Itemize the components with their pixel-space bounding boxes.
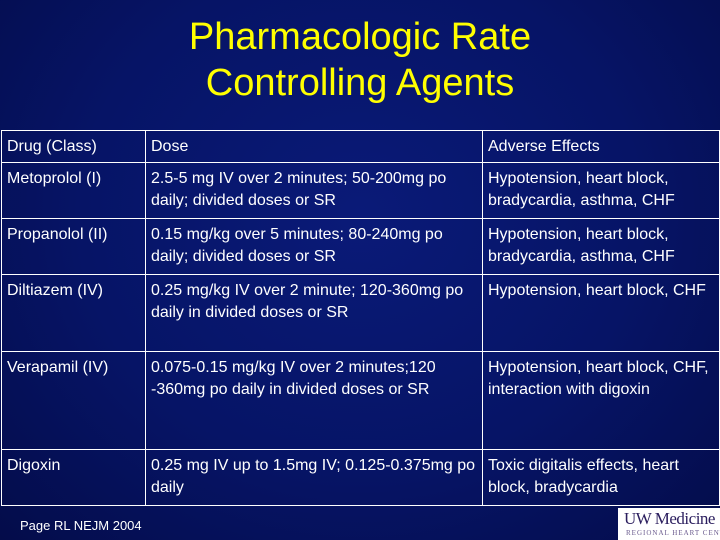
citation: Page RL NEJM 2004 <box>20 518 142 533</box>
drug-table: Drug (Class) Dose Adverse Effects Metopr… <box>1 130 720 506</box>
drug-cell: Digoxin <box>1 449 146 506</box>
table-row: Metoprolol (I) 2.5-5 mg IV over 2 minute… <box>1 162 720 219</box>
adverse-effects-cell: Hypotension, heart block, bradycardia, a… <box>482 162 720 219</box>
drug-cell: Metoprolol (I) <box>1 162 146 219</box>
adverse-effects-cell: Hypotension, heart block, bradycardia, a… <box>482 218 720 275</box>
drug-cell: Verapamil (IV) <box>1 351 146 450</box>
dose-cell: 0.25 mg IV up to 1.5mg IV; 0.125-0.375mg… <box>145 449 483 506</box>
table-row: Propanolol (II) 0.15 mg/kg over 5 minute… <box>1 218 720 275</box>
logo-main-text: UW Medicine <box>624 509 715 528</box>
slide-title-line-2: Controlling Agents <box>205 62 515 104</box>
drug-cell: Diltiazem (IV) <box>1 274 146 352</box>
adverse-effects-cell: Toxic digitalis effects, heart block, br… <box>482 449 720 506</box>
drug-cell: Propanolol (II) <box>1 218 146 275</box>
adverse-effects-cell: Hypotension, heart block, CHF, interacti… <box>482 351 720 450</box>
dose-cell: 2.5-5 mg IV over 2 minutes; 50-200mg po … <box>145 162 483 219</box>
table-row: Diltiazem (IV) 0.25 mg/kg IV over 2 minu… <box>1 274 720 352</box>
logo-sub-text: REGIONAL HEART CENTER <box>626 529 720 537</box>
dose-cell: 0.25 mg/kg IV over 2 minute; 120-360mg p… <box>145 274 483 352</box>
dose-cell: 0.075-0.15 mg/kg IV over 2 minutes;120 -… <box>145 351 483 450</box>
slide-title-line-1: Pharmacologic Rate <box>188 16 532 58</box>
header-adverse-effects: Adverse Effects <box>482 130 720 163</box>
dose-cell: 0.15 mg/kg over 5 minutes; 80-240mg po d… <box>145 218 483 275</box>
slide-title: Pharmacologic Rate Controlling Agents <box>0 14 720 106</box>
header-dose: Dose <box>145 130 483 163</box>
table-row: Verapamil (IV) 0.075-0.15 mg/kg IV over … <box>1 351 720 450</box>
header-drug-class: Drug (Class) <box>1 130 146 163</box>
table-row: Digoxin 0.25 mg IV up to 1.5mg IV; 0.125… <box>1 449 720 506</box>
uw-medicine-logo: UW Medicine REGIONAL HEART CENTER <box>618 508 720 540</box>
adverse-effects-cell: Hypotension, heart block, CHF <box>482 274 720 352</box>
table-header-row: Drug (Class) Dose Adverse Effects <box>1 130 720 163</box>
